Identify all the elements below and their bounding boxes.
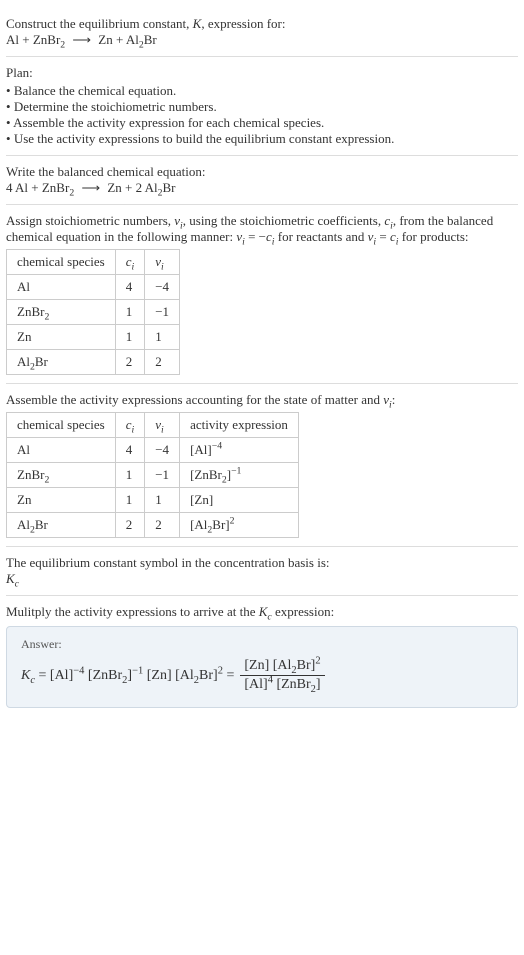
plan-list: Balance the chemical equation. Determine… [6,83,518,147]
table-cell: Zn [7,325,116,350]
table-cell: Al [7,438,116,463]
table-row: Zn 1 1 [7,325,180,350]
table-cell: [ZnBr2]−1 [180,463,299,488]
table-header: activity expression [180,413,299,438]
plan-item: Balance the chemical equation. [6,83,518,99]
table-cell: −4 [145,438,180,463]
table-cell: 2 [145,513,180,538]
table-cell: Al [7,275,116,300]
table-cell: 4 [115,438,145,463]
activity-table: chemical species ci νi activity expressi… [6,412,299,538]
table-row: Al2Br 2 2 [Al2Br]2 [7,513,299,538]
table-row: Al 4 −4 [Al]−4 [7,438,299,463]
table-header: ci [115,250,145,275]
stoich-section: Assign stoichiometric numbers, νi, using… [6,205,518,384]
table-cell: ZnBr2 [7,300,116,325]
table-cell: Zn [7,488,116,513]
table-cell: −1 [145,463,180,488]
table-row: Al 4 −4 [7,275,180,300]
table-header: νi [145,250,180,275]
symbol-line1: The equilibrium constant symbol in the c… [6,555,518,571]
table-cell: 2 [115,350,145,375]
table-cell: 1 [145,325,180,350]
balanced-title: Write the balanced chemical equation: [6,164,518,180]
table-cell: [Al]−4 [180,438,299,463]
answer-label: Answer: [21,637,503,652]
symbol-line2: Kc [6,571,518,587]
table-cell: 1 [115,463,145,488]
activity-section: Assemble the activity expressions accoun… [6,384,518,547]
kc-lhs: Kc = [Al]−4 [ZnBr2]−1 [Zn] [Al2Br]2 = [21,668,234,684]
answer-box: Answer: Kc = [Al]−4 [ZnBr2]−1 [Zn] [Al2B… [6,626,518,708]
plan-item: Determine the stoichiometric numbers. [6,99,518,115]
intro-text: Construct the equilibrium constant, K, e… [6,16,518,32]
kc-expression: Kc = [Al]−4 [ZnBr2]−1 [Zn] [Al2Br]2 = [Z… [21,658,503,693]
balanced-section: Write the balanced chemical equation: 4 … [6,156,518,205]
table-cell: [Al2Br]2 [180,513,299,538]
table-cell: Al2Br [7,513,116,538]
kc-denominator: [Al]4 [ZnBr2] [240,675,324,693]
table-header: chemical species [7,250,116,275]
multiply-section: Mulitply the activity expressions to arr… [6,596,518,716]
table-header-row: chemical species ci νi [7,250,180,275]
table-row: ZnBr2 1 −1 [ZnBr2]−1 [7,463,299,488]
table-row: Al2Br 2 2 [7,350,180,375]
plan-section: Plan: Balance the chemical equation. Det… [6,57,518,156]
table-cell: 1 [115,325,145,350]
table-cell: 2 [145,350,180,375]
table-cell: 1 [145,488,180,513]
multiply-text: Mulitply the activity expressions to arr… [6,604,518,620]
table-row: Zn 1 1 [Zn] [7,488,299,513]
intro-equation: Al + ZnBr2 ⟶ Zn + Al2Br [6,32,518,48]
plan-item: Assemble the activity expression for eac… [6,115,518,131]
table-header: νi [145,413,180,438]
table-cell: 4 [115,275,145,300]
table-row: ZnBr2 1 −1 [7,300,180,325]
table-cell: −1 [145,300,180,325]
table-cell: 2 [115,513,145,538]
table-cell: 1 [115,488,145,513]
balanced-equation: 4 Al + ZnBr2 ⟶ Zn + 2 Al2Br [6,180,518,196]
table-cell: Al2Br [7,350,116,375]
intro-section: Construct the equilibrium constant, K, e… [6,8,518,57]
stoich-table: chemical species ci νi Al 4 −4 ZnBr2 1 −… [6,249,180,375]
activity-intro: Assemble the activity expressions accoun… [6,392,518,408]
table-cell: [Zn] [180,488,299,513]
symbol-section: The equilibrium constant symbol in the c… [6,547,518,596]
stoich-intro: Assign stoichiometric numbers, νi, using… [6,213,518,245]
table-header: chemical species [7,413,116,438]
table-header: ci [115,413,145,438]
table-header-row: chemical species ci νi activity expressi… [7,413,299,438]
kc-fraction: [Zn] [Al2Br]2 [Al]4 [ZnBr2] [240,658,324,693]
kc-numerator: [Zn] [Al2Br]2 [240,658,324,675]
table-cell: ZnBr2 [7,463,116,488]
table-cell: −4 [145,275,180,300]
table-cell: 1 [115,300,145,325]
plan-item: Use the activity expressions to build th… [6,131,518,147]
plan-title: Plan: [6,65,518,81]
